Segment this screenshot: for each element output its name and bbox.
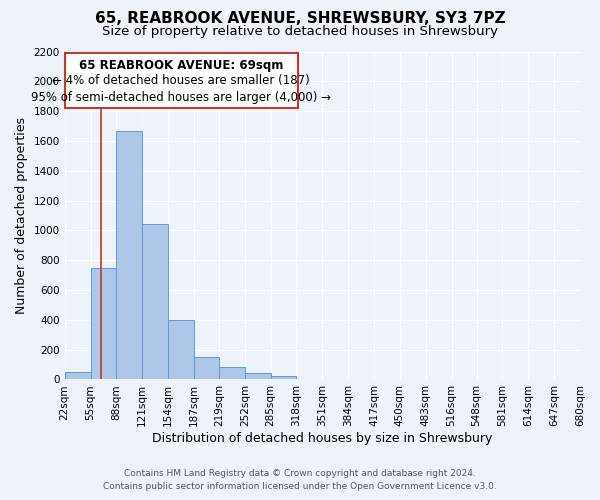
FancyBboxPatch shape <box>65 53 298 108</box>
Bar <box>245 374 271 380</box>
Text: 65 REABROOK AVENUE: 69sqm: 65 REABROOK AVENUE: 69sqm <box>79 58 284 71</box>
Bar <box>271 376 296 380</box>
Text: ← 4% of detached houses are smaller (187): ← 4% of detached houses are smaller (187… <box>52 74 310 87</box>
Bar <box>116 130 142 380</box>
Text: Size of property relative to detached houses in Shrewsbury: Size of property relative to detached ho… <box>102 25 498 38</box>
Bar <box>142 224 168 380</box>
X-axis label: Distribution of detached houses by size in Shrewsbury: Distribution of detached houses by size … <box>152 432 493 445</box>
Text: 65, REABROOK AVENUE, SHREWSBURY, SY3 7PZ: 65, REABROOK AVENUE, SHREWSBURY, SY3 7PZ <box>95 11 505 26</box>
Y-axis label: Number of detached properties: Number of detached properties <box>15 117 28 314</box>
Text: 95% of semi-detached houses are larger (4,000) →: 95% of semi-detached houses are larger (… <box>31 90 331 104</box>
Bar <box>168 320 194 380</box>
Bar <box>91 268 116 380</box>
Bar <box>219 367 245 380</box>
Text: Contains HM Land Registry data © Crown copyright and database right 2024.
Contai: Contains HM Land Registry data © Crown c… <box>103 469 497 491</box>
Bar <box>194 357 219 380</box>
Bar <box>65 372 91 380</box>
